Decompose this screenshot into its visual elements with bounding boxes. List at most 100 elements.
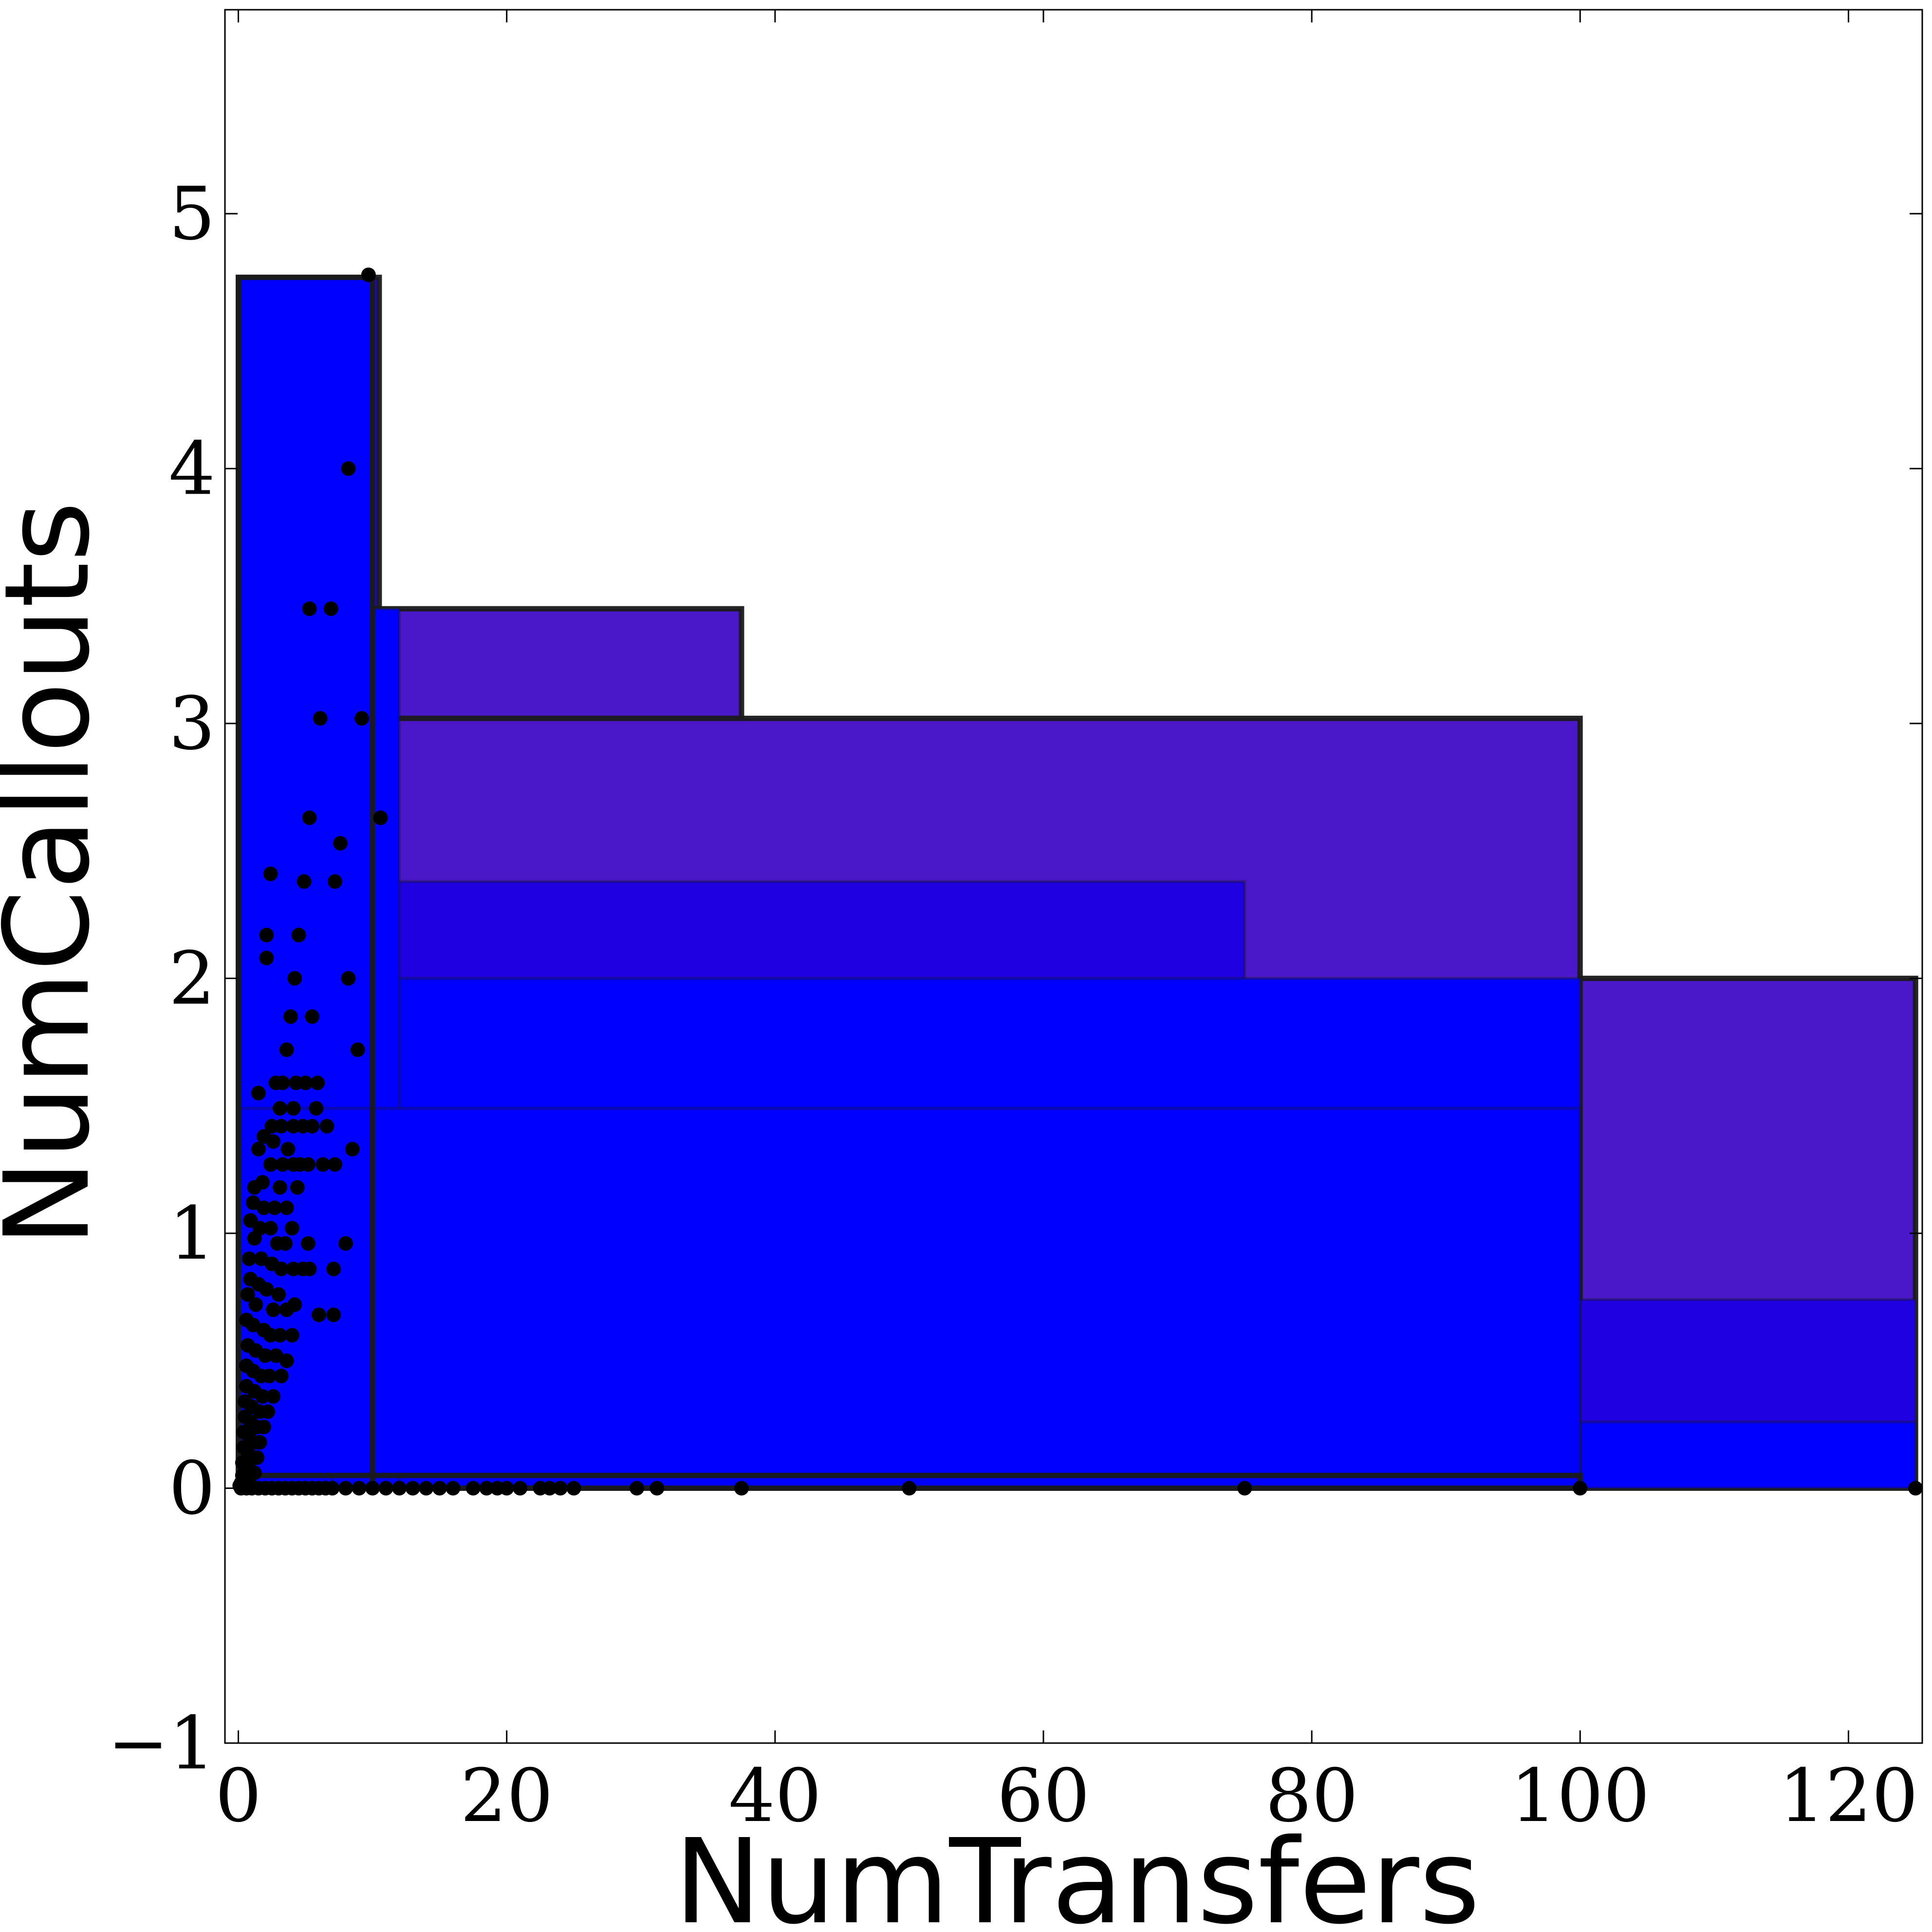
data-point-0-102	[255, 1389, 270, 1404]
data-point-0-1	[341, 461, 356, 476]
data-point-0-160	[542, 1481, 557, 1496]
data-point-0-51	[290, 1180, 305, 1195]
y-tick-label-5: 4	[169, 427, 215, 511]
plot-frame	[224, 9, 1923, 1744]
data-point-0-31	[274, 1119, 289, 1134]
y-tick-label-2: 1	[169, 1191, 215, 1276]
data-point-0-54	[267, 1200, 282, 1215]
y-tick-label-1: 0	[169, 1446, 215, 1531]
data-point-0-39	[251, 1142, 266, 1157]
data-point-0-111	[256, 1419, 271, 1434]
data-point-0-40	[345, 1142, 360, 1157]
data-point-0-166	[902, 1481, 917, 1496]
data-point-0-103	[266, 1389, 281, 1404]
data-point-0-83	[326, 1307, 341, 1322]
data-point-0-2	[302, 601, 317, 616]
x-tick-label-4: 80	[1265, 1754, 1358, 1839]
data-point-0-78	[248, 1297, 263, 1312]
x-axis-title: NumTransfers	[674, 1814, 1480, 1932]
data-point-0-151	[419, 1481, 434, 1496]
data-point-0-75	[259, 1282, 274, 1297]
data-point-0-50	[272, 1180, 287, 1195]
data-point-0-155	[479, 1481, 494, 1496]
data-point-0-154	[465, 1481, 481, 1496]
data-point-0-58	[263, 1221, 278, 1236]
data-point-0-144	[325, 1481, 340, 1496]
data-point-0-55	[279, 1200, 294, 1215]
data-point-0-82	[311, 1307, 326, 1322]
data-point-0-149	[392, 1481, 407, 1496]
data-point-0-88	[272, 1328, 287, 1343]
data-point-0-64	[338, 1236, 353, 1251]
data-point-0-8	[333, 836, 348, 851]
data-point-0-62	[278, 1236, 293, 1251]
data-point-0-94	[279, 1353, 294, 1368]
data-point-0-17	[283, 1009, 298, 1024]
data-point-0-27	[272, 1101, 287, 1116]
data-point-0-9	[263, 866, 278, 881]
data-point-0-46	[316, 1157, 331, 1172]
data-point-0-37	[266, 1134, 281, 1149]
data-point-0-77	[240, 1287, 255, 1302]
data-point-0-26	[310, 1076, 325, 1091]
data-point-0-14	[259, 950, 274, 966]
data-point-0-115	[252, 1435, 267, 1450]
x-tick-label-2: 40	[728, 1754, 821, 1839]
data-point-0-167	[1237, 1481, 1252, 1496]
region-box-5	[1579, 1420, 1917, 1490]
data-point-0-153	[446, 1481, 461, 1496]
data-point-0-158	[513, 1481, 528, 1496]
data-point-0-34	[305, 1119, 320, 1134]
data-point-0-18	[305, 1009, 320, 1024]
y-axis-title: NumCallouts	[0, 501, 115, 1247]
data-point-0-12	[259, 928, 274, 943]
data-point-0-163	[630, 1481, 645, 1496]
data-point-0-79	[266, 1302, 281, 1317]
x-tick-label-1: 20	[460, 1754, 553, 1839]
data-point-0-92	[258, 1348, 273, 1363]
data-point-0-152	[432, 1481, 447, 1496]
data-point-0-35	[319, 1119, 334, 1134]
data-point-0-29	[309, 1101, 324, 1116]
data-point-0-47	[327, 1157, 342, 1172]
y-tick-label-4: 3	[169, 682, 215, 766]
points-layer	[232, 267, 1923, 1496]
data-point-0-38	[280, 1142, 296, 1157]
data-point-0-3	[323, 601, 338, 616]
data-point-0-150	[405, 1481, 420, 1496]
x-tick-label-5: 100	[1510, 1754, 1650, 1839]
data-point-0-42	[275, 1157, 290, 1172]
data-point-0-119	[250, 1450, 265, 1465]
data-point-0-15	[287, 971, 302, 986]
data-point-0-63	[300, 1236, 316, 1251]
data-point-0-19	[279, 1042, 294, 1057]
data-point-0-157	[499, 1481, 514, 1496]
data-point-0-146	[352, 1481, 367, 1496]
data-point-0-60	[247, 1231, 262, 1246]
data-point-0-28	[286, 1101, 301, 1116]
y-tick-label-6: 5	[169, 172, 215, 257]
data-point-0-25	[298, 1076, 313, 1091]
boxes-layer	[236, 275, 1918, 1491]
data-point-0-145	[338, 1481, 353, 1496]
data-point-0-20	[350, 1042, 365, 1057]
data-point-0-98	[261, 1369, 277, 1384]
data-point-0-164	[650, 1481, 665, 1496]
data-point-0-161	[553, 1481, 568, 1496]
data-point-0-5	[354, 711, 370, 726]
region-box-11	[237, 1107, 1582, 1477]
data-point-0-11	[327, 874, 342, 889]
data-point-0-23	[275, 1076, 290, 1091]
data-point-0-65	[242, 1251, 257, 1266]
data-point-0-13	[291, 928, 306, 943]
data-point-0-59	[284, 1221, 299, 1236]
x-tick-label-3: 60	[997, 1754, 1090, 1839]
data-point-0-162	[566, 1481, 581, 1496]
data-point-0-99	[274, 1369, 289, 1384]
data-point-0-165	[734, 1481, 749, 1496]
data-point-0-68	[274, 1262, 289, 1277]
data-point-0-81	[279, 1302, 294, 1317]
data-point-0-168	[1573, 1481, 1588, 1496]
